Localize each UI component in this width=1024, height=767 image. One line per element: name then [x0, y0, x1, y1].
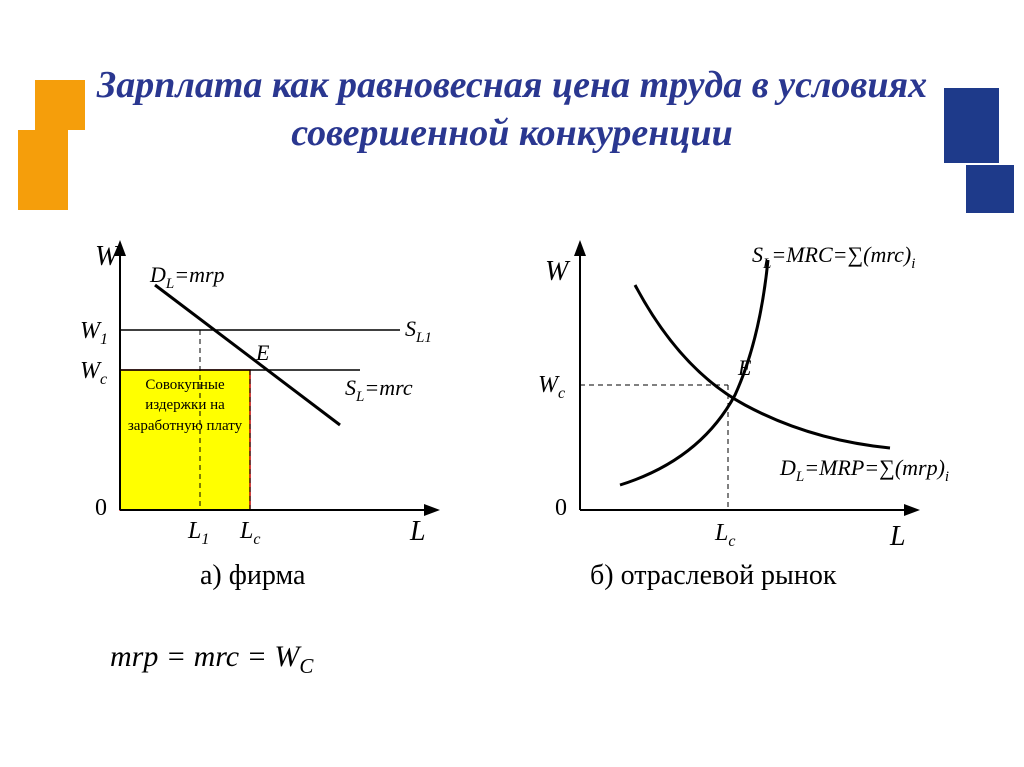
- cost-box-text: Совокупные издержки на заработную плату: [120, 375, 250, 436]
- x-axis-arrow-b: [904, 504, 920, 516]
- page-title: Зарплата как равновесная цена труда в ус…: [80, 62, 944, 157]
- origin-label-b: 0: [555, 495, 567, 521]
- tick-L1: L1: [187, 518, 209, 548]
- origin-label: 0: [95, 495, 107, 521]
- chart-market: W L 0 Wc Lc SL=MRC=∑(mrc)i DL=MRP=∑(mrp)…: [510, 230, 990, 590]
- chart-firm: Совокупные издержки на заработную плату …: [40, 230, 500, 590]
- tick-Wc-b: Wc: [538, 372, 565, 402]
- demand-label-b: DL=MRP=∑(mrp)i: [779, 455, 949, 485]
- y-axis-label-b: W: [545, 256, 571, 287]
- caption-a: а) фирма: [200, 560, 305, 592]
- x-axis-label: L: [409, 516, 426, 547]
- y-axis-label: W: [95, 241, 121, 272]
- y-axis-arrow-b: [574, 240, 586, 256]
- equilibrium-label-B: E: [737, 355, 752, 380]
- x-axis-arrow: [424, 504, 440, 516]
- decor-orange-top: [35, 80, 85, 130]
- x-axis-label-b: L: [889, 521, 906, 552]
- supply-label-b: SL=MRC=∑(mrc)i: [752, 242, 915, 272]
- decor-orange-bottom: [18, 130, 68, 210]
- equilibrium-label-A: E: [255, 340, 270, 365]
- tick-W1: W1: [80, 318, 108, 348]
- decor-navy-bottom: [966, 165, 1014, 213]
- caption-b: б) отраслевой рынок: [590, 560, 836, 592]
- charts-container: Совокупные издержки на заработную плату …: [0, 230, 1024, 650]
- tick-Lc: Lc: [239, 518, 260, 548]
- tick-Wc: Wc: [80, 358, 107, 388]
- tick-Lc-b: Lc: [714, 520, 735, 550]
- supply-label: SL=mrc: [345, 375, 413, 405]
- decor-navy-top: [944, 88, 999, 163]
- formula: mrp = mrc = WC: [110, 640, 313, 679]
- supply1-label: SL1: [405, 316, 432, 346]
